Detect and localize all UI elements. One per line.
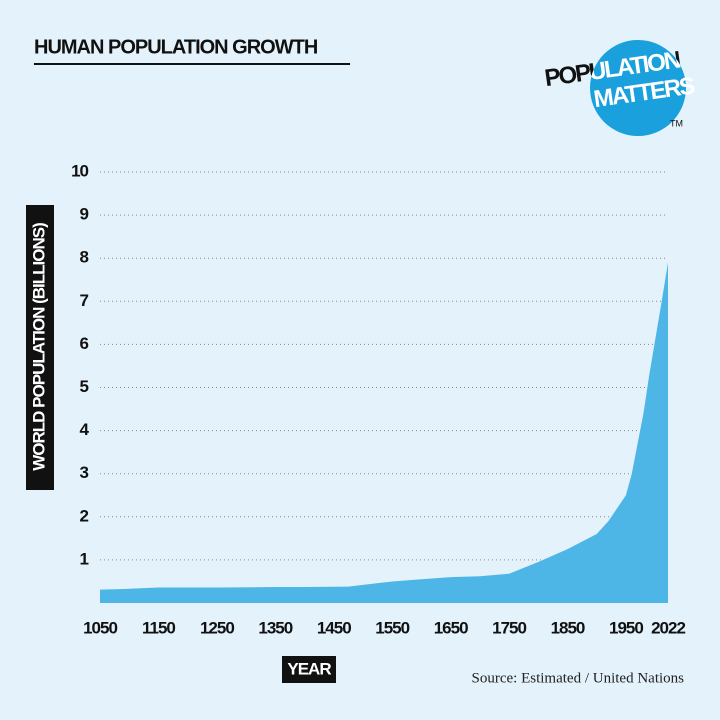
- x-tick-label: 1750: [492, 618, 526, 637]
- x-tick-label: 1650: [434, 618, 468, 637]
- logo: POPULATION POPULATION MATTERS TM: [543, 40, 697, 136]
- x-tick-label: 1350: [258, 618, 292, 637]
- x-tick-label: 1250: [200, 618, 234, 637]
- y-tick-label: 1: [80, 549, 89, 568]
- x-tick-label: 1050: [83, 618, 117, 637]
- y-tick-label: 10: [71, 161, 88, 180]
- y-axis-label: WORLD POPULATION (BILLIONS): [29, 223, 48, 471]
- y-tick-label: 9: [80, 205, 89, 224]
- y-tick-label: 8: [80, 248, 89, 267]
- x-label-box: [282, 656, 336, 683]
- logo-mark: TM: [670, 118, 683, 128]
- y-tick-label: 6: [80, 334, 89, 353]
- y-label-box: [26, 205, 54, 490]
- logo-circle: [590, 40, 686, 136]
- y-tick-label: 4: [80, 420, 90, 439]
- x-tick-label: 1550: [375, 618, 409, 637]
- x-tick-label: 1150: [142, 618, 175, 637]
- x-axis-label: YEAR: [287, 659, 331, 678]
- y-tick-label: 5: [80, 377, 89, 396]
- y-tick-label: 7: [80, 291, 89, 310]
- y-tick-label: 2: [80, 506, 89, 525]
- x-tick-label: 2022: [651, 618, 685, 637]
- chart-title: HUMAN POPULATION GROWTH: [34, 36, 318, 58]
- x-tick-label: 1850: [551, 618, 585, 637]
- x-tick-label: 1450: [317, 618, 351, 637]
- source: Source: Estimated / United Nations: [472, 670, 685, 686]
- area: [100, 262, 668, 603]
- y-tick-label: 3: [80, 463, 89, 482]
- x-tick-label: 1950: [609, 618, 643, 637]
